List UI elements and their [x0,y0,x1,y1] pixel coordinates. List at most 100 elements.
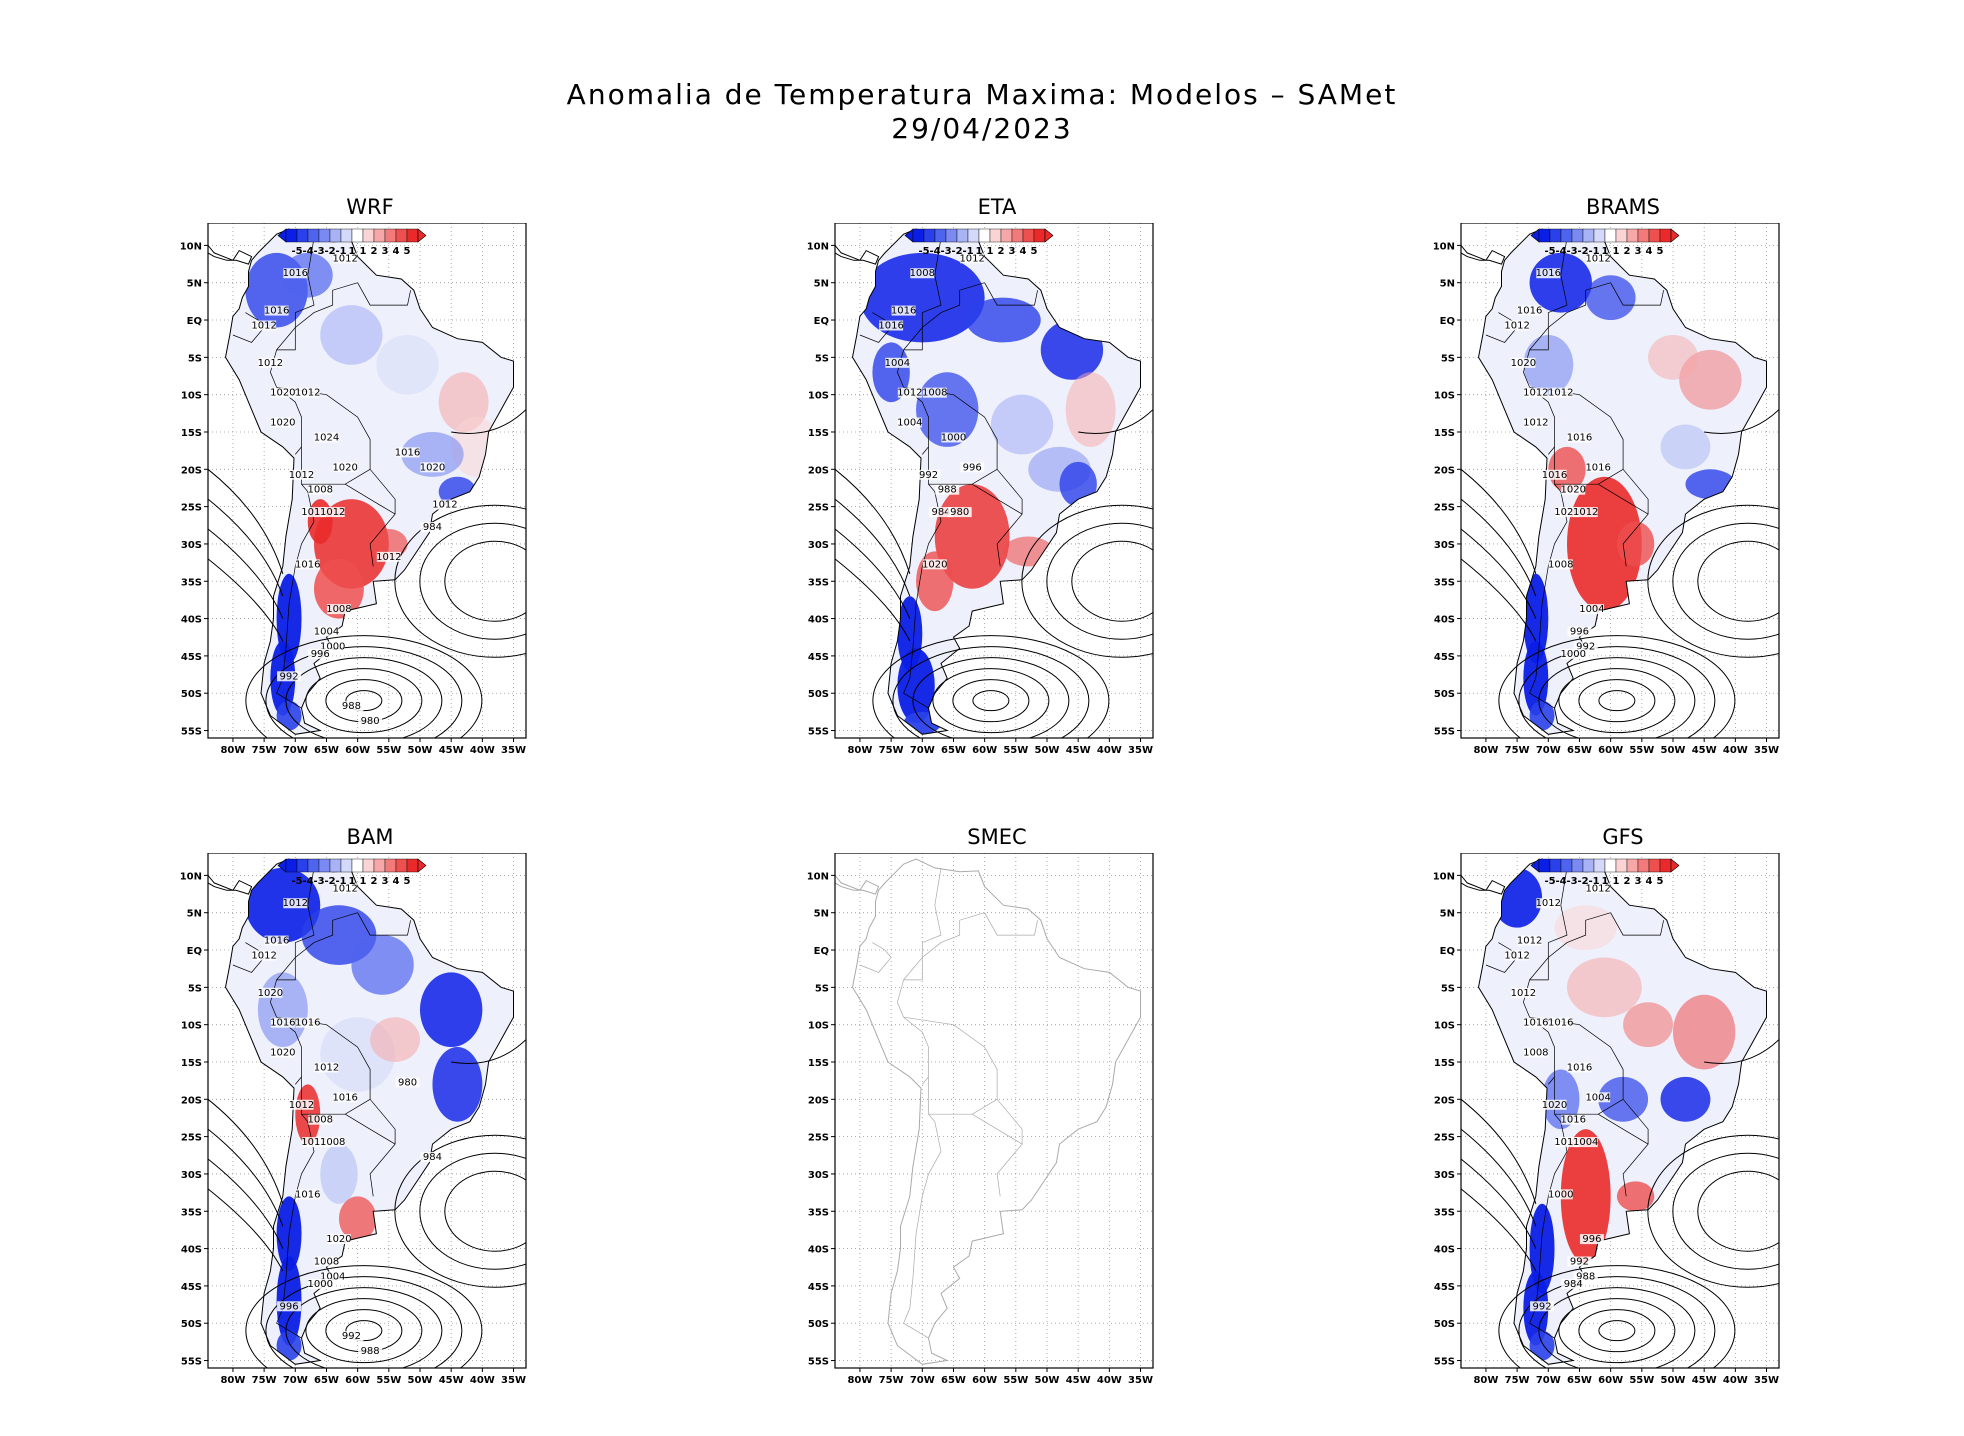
colorbar-swatch [340,858,353,873]
isobar-label-bg [252,950,277,961]
colorbar-swatch [384,858,397,873]
anomaly-area [990,394,1054,455]
colorbar-swatch [285,858,298,873]
lon-tick-label: 75W [1505,745,1530,755]
isobar-label: 1020 [270,388,295,399]
anomaly-area [1585,275,1636,321]
map-gfs: 1016101210121012101210121016101610081016… [1413,853,1833,1385]
lon-tick-label: 70W [910,1375,935,1385]
colorbar-label: -4 [1555,246,1566,257]
isobar-label-bg [270,1017,295,1028]
panel-title: ETA [977,195,1017,219]
lon-tick-label: 55W [1629,1375,1654,1385]
colorbar-swatch [1033,228,1046,243]
lat-tick-label: 55S [181,1357,202,1368]
lat-tick-label: 55S [1434,1357,1455,1368]
lat-tick-label: 10N [807,871,829,882]
isobar-label: 1016 [1523,1018,1548,1029]
isobar-label: 1012 [320,507,345,518]
lat-tick-label: 10S [1434,391,1455,402]
isobar-label-bg [333,1092,358,1103]
lat-tick-label: 5S [188,353,202,364]
colorbar-swatch [1593,228,1606,243]
colorbar-swatch [362,228,375,243]
isobar-label: 1012 [314,1062,339,1073]
colorbar-label: 4 [1020,246,1027,257]
isobar-label-bg [333,253,358,264]
anomaly-area [1529,700,1555,731]
colorbar-label: 2 [371,876,378,887]
lon-tick-label: 40W [470,1375,495,1385]
isobar-label-bg [960,253,985,264]
coastline [208,858,514,1365]
colorbar-swatch [296,858,309,873]
isobar-label-bg [395,447,420,458]
colorbar-swatch [1560,228,1573,243]
colorbar-label: -2 [324,246,335,257]
colorbar-swatch [307,228,320,243]
anomaly-area [245,867,321,943]
lon-tick-label: 65W [941,1375,966,1385]
isobar-label: 1016 [1561,1115,1586,1126]
lon-tick-label: 60W [972,1375,997,1385]
lon-tick-label: 55W [1629,745,1654,755]
lon-tick-label: 45W [1692,745,1717,755]
anomaly-area [1529,1203,1555,1294]
isobar-label-bg [295,559,320,570]
lat-tick-label: 40S [1434,1245,1455,1256]
colorbar-label: -3 [313,876,324,887]
anomaly-area [307,499,333,544]
isobar-label: 1016 [1585,462,1610,473]
anomaly-area [314,558,364,619]
isobar-label: 1012 [1517,936,1542,947]
map-bam: 1012101210121016101210201016101610201012… [160,853,580,1385]
lat-tick-label: EQ [1440,946,1455,957]
colorbar-label: 3 [1635,246,1642,257]
isobar-label: 992 [1576,641,1595,652]
isobar-label: 988 [342,701,361,712]
isobar-label-bg [308,484,333,495]
isobar-label-bg [308,648,333,659]
isobar-label: 1012 [959,253,984,264]
colorbar-swatch [406,228,419,243]
isobar-label-bg [277,671,302,682]
isobar-label: 1000 [1561,649,1586,660]
anomaly-area [276,700,302,731]
colorbar-swatch [1593,858,1606,873]
isobar-label-bg [897,387,922,398]
isobar-label: 1020 [270,418,295,429]
lat-tick-label: 30S [1434,1170,1455,1181]
isobar-label-bg [1517,305,1542,316]
colorbar-swatch [395,858,408,873]
lat-tick-label: EQ [187,946,202,957]
panel-title: BRAMS [1586,195,1660,219]
anomaly-area [320,305,383,365]
lat-tick-label: 10S [808,391,829,402]
isobar-contours [835,409,1153,738]
isobar-label: 988 [361,1346,380,1357]
isobar-label: 1012 [897,388,922,399]
isobar-label: 1000 [1548,1189,1573,1200]
panel-eta: ETA 101210121008101610161004101210081004… [787,195,1207,755]
anomaly-area [401,431,464,477]
isobar-label: 1012 [1585,883,1610,894]
isobar-label-bg [1548,559,1573,570]
anomaly-area [376,334,439,395]
isobar-label-bg [314,626,339,637]
anomaly-area [432,1047,483,1122]
lat-tick-label: 20S [181,465,202,476]
lon-tick-label: 35W [501,1375,526,1385]
isobar-label: 1020 [1554,507,1579,518]
isobar-label-bg [1542,1099,1567,1110]
lon-tick-label: 45W [439,1375,464,1385]
colorbar-swatch [912,228,925,243]
isobar-label: 1020 [922,559,947,570]
isobar-label-bg [897,417,922,428]
isobar-label-bg [1517,935,1542,946]
isobar-label: 996 [1582,1234,1601,1245]
isobar-label: 1004 [1585,1092,1610,1103]
lon-tick-label: 50W [408,1375,433,1385]
anomaly-area [897,648,935,724]
isobar-label: 1012 [432,500,457,511]
isobar-label: 1024 [314,432,339,443]
